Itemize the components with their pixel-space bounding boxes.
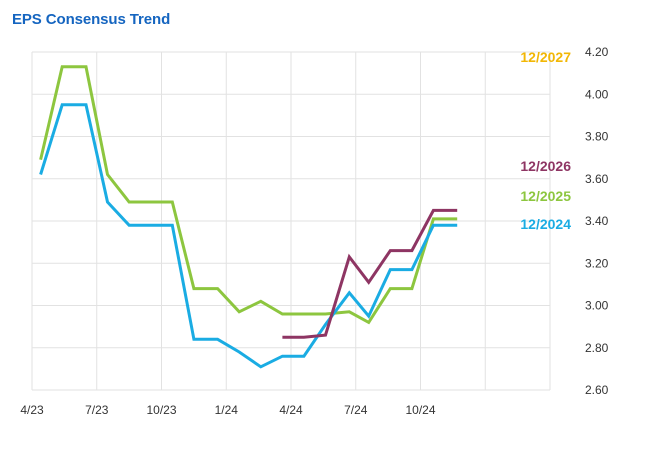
x-tick-label: 7/23 [85, 403, 109, 417]
legend-label-12-2025: 12/2025 [520, 188, 571, 204]
legend-label-12-2027: 12/2027 [520, 49, 571, 65]
x-tick-label: 4/24 [279, 403, 303, 417]
chart-title: EPS Consensus Trend [12, 11, 171, 28]
x-tick-label: 1/24 [215, 403, 239, 417]
y-tick-label: 2.60 [585, 383, 609, 397]
y-tick-label: 3.20 [585, 256, 609, 270]
y-tick-label: 2.80 [585, 341, 609, 355]
series-line-12-2024 [39, 103, 458, 369]
x-tick-label: 4/23 [20, 403, 44, 417]
series-line-12-2025 [39, 65, 458, 325]
y-tick-label: 3.60 [585, 172, 609, 186]
legend-label-12-2024: 12/2024 [520, 216, 571, 232]
x-tick-label: 10/24 [405, 403, 435, 417]
y-tick-label: 4.00 [585, 87, 609, 101]
y-tick-label: 4.20 [585, 45, 609, 59]
y-tick-label: 3.00 [585, 299, 609, 313]
legend-label-12-2026: 12/2026 [520, 158, 571, 174]
y-tick-label: 3.40 [585, 214, 609, 228]
series-line-12-2026 [282, 208, 458, 339]
x-tick-label: 10/23 [146, 403, 176, 417]
x-tick-label: 7/24 [344, 403, 368, 417]
y-tick-label: 3.80 [585, 130, 609, 144]
